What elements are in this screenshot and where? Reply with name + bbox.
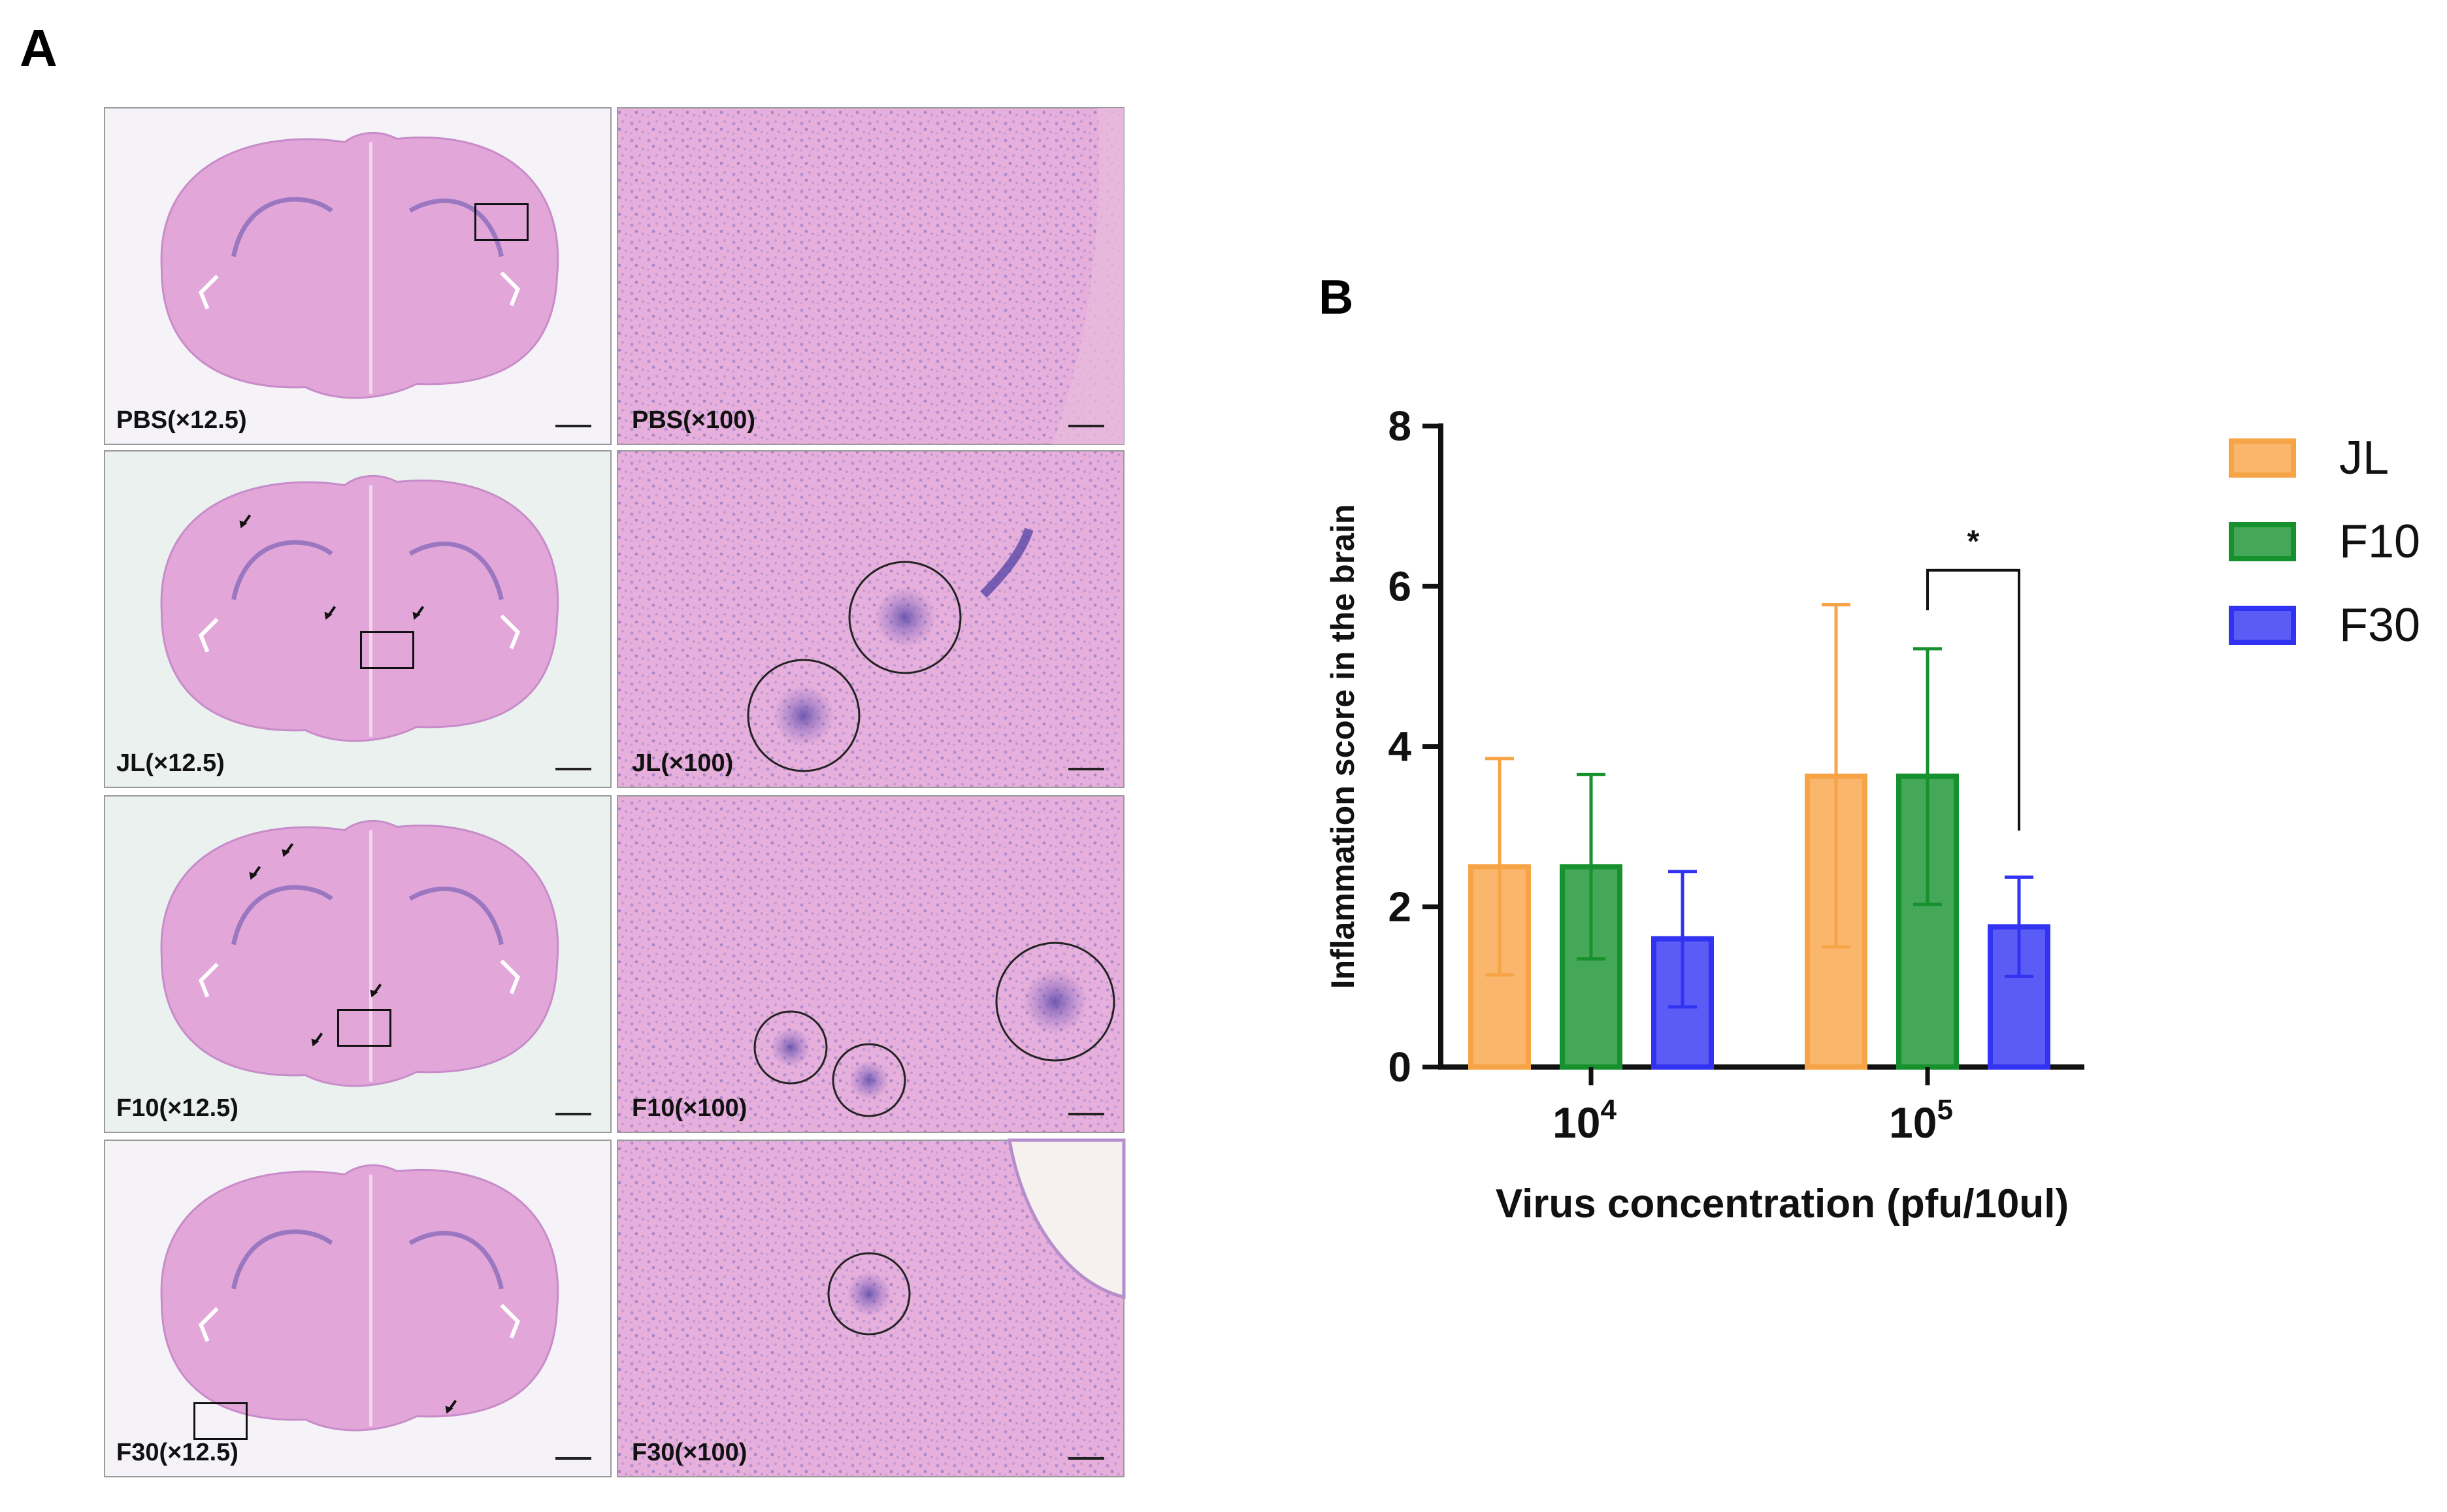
legend-label-f30: F30	[2339, 599, 2420, 651]
high-magnification-image	[617, 1138, 1126, 1477]
brain-section	[160, 1164, 559, 1432]
y-tick-label: 6	[1388, 563, 1411, 610]
histology-row-jl	[104, 450, 1125, 788]
y-axis-label: Inflammation score in the brain	[1324, 504, 1361, 989]
low-magnification-image	[104, 450, 612, 788]
low-magnification-image	[104, 795, 612, 1133]
legend-swatch-f10	[2229, 522, 2296, 561]
brain-section	[160, 131, 559, 399]
y-tick-label: 2	[1388, 883, 1411, 930]
low-magnification-image	[104, 107, 612, 445]
caption-f10-high: F10(×100)	[632, 1094, 747, 1122]
x-axis-label: Virus concentration (pfu/10ul)	[1496, 1181, 2069, 1226]
infiltrate-circle	[995, 942, 1115, 1062]
y-tick-label: 0	[1388, 1044, 1411, 1091]
high-magnification-image	[617, 795, 1125, 1133]
legend-swatch-f30	[2229, 606, 2296, 645]
region-box	[193, 1402, 248, 1440]
bar-chart: 0 2 4 6 8 104 105 * JL F10 F30 Inflammation scor…	[1324, 403, 2420, 1226]
significance-bracket	[1926, 568, 2020, 831]
infiltrate-circle	[848, 561, 962, 674]
legend-swatch-jl	[2229, 438, 2296, 478]
high-magnification-image	[617, 107, 1125, 445]
histology-row-f30	[104, 1138, 1126, 1477]
histology-row-pbs	[104, 107, 1125, 445]
y-tick-label: 4	[1388, 723, 1411, 770]
caption-jl-low: JL(×12.5)	[116, 749, 225, 777]
panel-a-label: A	[20, 19, 57, 77]
infiltrate-circle	[747, 659, 861, 772]
brain-section	[160, 474, 559, 742]
caption-pbs-low: PBS(×12.5)	[116, 406, 247, 434]
infiltrate-circle	[832, 1043, 906, 1117]
high-magnification-image	[617, 450, 1125, 788]
low-magnification-image	[104, 1140, 612, 1477]
x-tick-label: 105	[1889, 1094, 1953, 1147]
region-box	[337, 1009, 391, 1047]
brain-section	[160, 819, 559, 1087]
histology-panel	[104, 107, 1126, 1477]
region-box	[360, 631, 414, 669]
infiltrate-circle	[753, 1010, 828, 1085]
panel-b-label: B	[1319, 270, 1354, 324]
caption-f30-low: F30(×12.5)	[116, 1439, 238, 1466]
caption-jl-high: JL(×100)	[632, 749, 734, 777]
legend-label-f10: F10	[2339, 516, 2420, 568]
x-tick-label: 104	[1552, 1094, 1617, 1147]
region-box	[474, 203, 529, 241]
caption-f30-high: F30(×100)	[632, 1439, 747, 1466]
infiltrate-circle	[827, 1252, 911, 1336]
caption-f10-low: F10(×12.5)	[116, 1094, 238, 1122]
significance-label: *	[1967, 525, 1980, 559]
histology-row-f10	[104, 795, 1125, 1133]
y-tick-label: 8	[1388, 403, 1411, 450]
caption-pbs-high: PBS(×100)	[632, 406, 756, 434]
legend-label-jl: JL	[2339, 432, 2389, 484]
